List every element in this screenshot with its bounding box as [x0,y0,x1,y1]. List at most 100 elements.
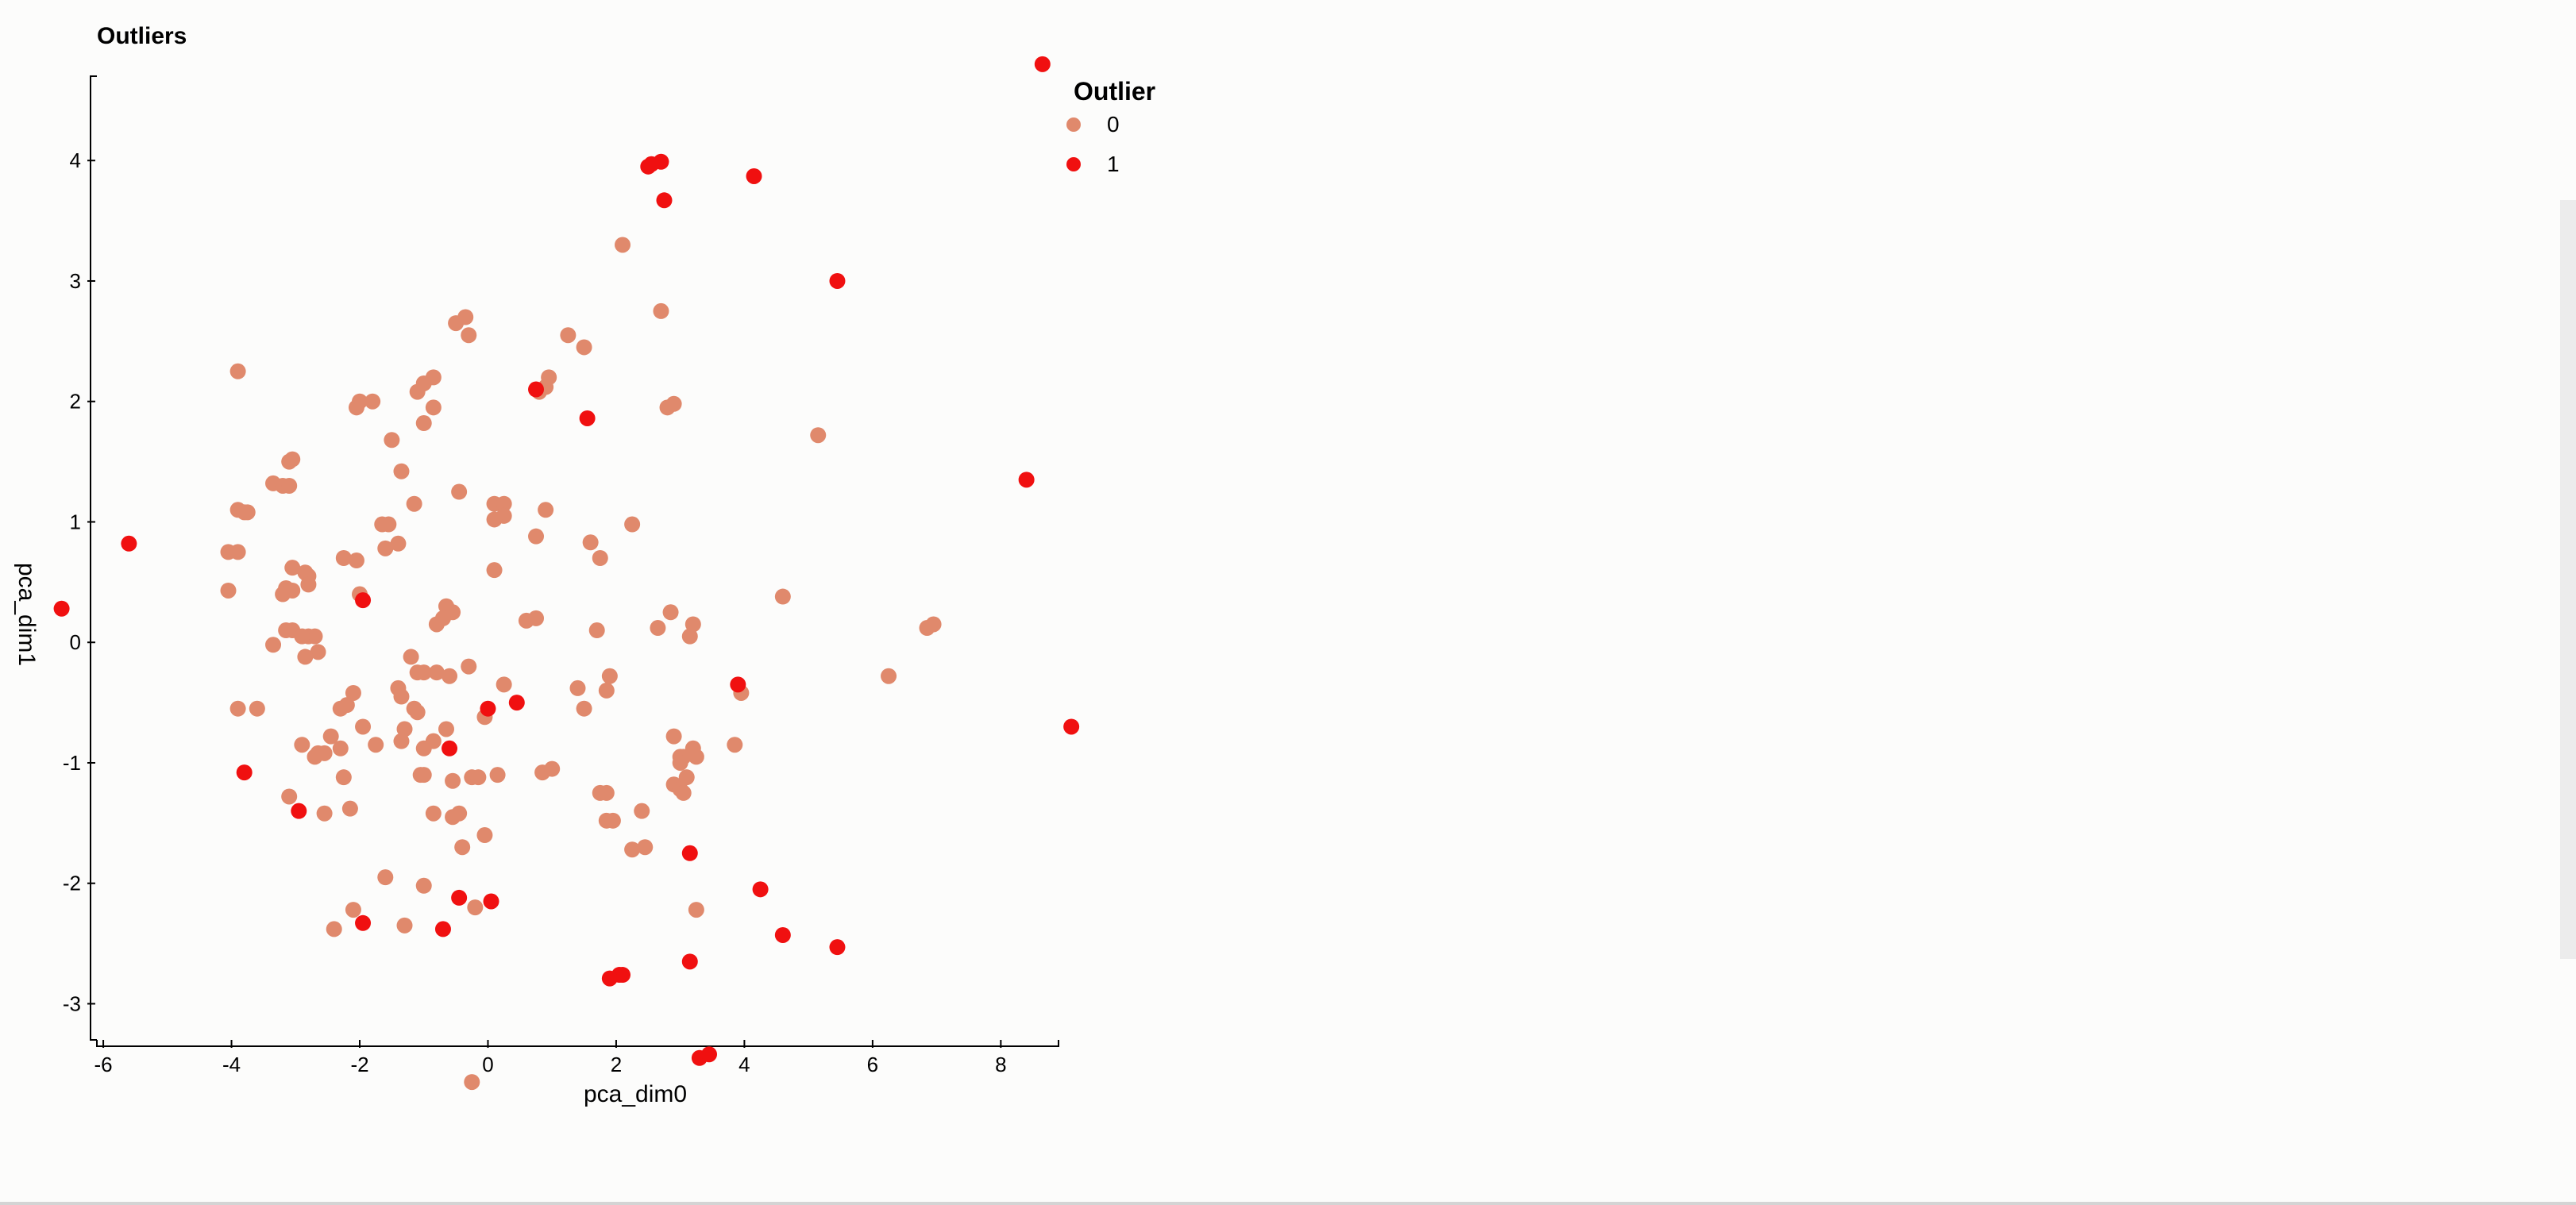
data-point [592,550,608,566]
data-point [281,788,298,805]
data-point [528,528,545,545]
legend-label-1: 1 [1107,152,1120,176]
data-point [451,889,468,906]
data-point [425,733,442,749]
data-point [598,682,615,699]
data-point [396,721,413,737]
data-point [489,767,506,783]
data-point [355,914,372,931]
data-point [480,700,496,717]
x-axis-line [96,1040,1059,1047]
data-point [291,803,307,819]
x-tick-label: -2 [350,1053,368,1076]
data-point [275,586,291,602]
data-point [345,902,361,918]
data-point [615,237,631,253]
data-point [403,649,419,665]
data-point [672,754,688,771]
y-axis-line [90,75,97,1041]
data-point [454,839,471,856]
data-point [307,628,323,645]
data-point [438,721,454,737]
data-point [451,805,468,822]
data-point [538,502,554,518]
data-point [239,504,256,521]
data-point [681,953,698,970]
data-point [390,535,407,552]
legend-swatch-1 [1066,157,1081,171]
data-point [653,153,669,170]
x-tick-label: -6 [94,1053,113,1076]
data-point [355,718,372,735]
data-point [483,893,499,910]
y-tick-label: -3 [63,991,81,1015]
data-point [464,1074,480,1091]
x-tick-label: -4 [222,1053,241,1076]
data-point [634,803,650,819]
chart-title: Outliers [97,23,187,49]
y-tick-label: -2 [63,872,81,895]
data-point [624,841,641,858]
data-point [297,649,314,665]
data-point [409,704,426,721]
data-point [681,845,698,861]
scrollbar-track[interactable] [2560,200,2576,959]
y-tick-label: 1 [70,510,81,533]
data-point [656,192,673,209]
data-point [229,363,246,379]
data-point [310,644,326,660]
series-0 [220,237,942,1091]
x-axis-title: pca_dim0 [584,1081,687,1107]
data-point [393,733,410,749]
legend: Outlier 0 1 [1066,77,1155,176]
data-point [544,760,561,777]
data-point [881,668,897,684]
data-point [576,700,592,717]
data-point [601,668,618,684]
data-point [284,560,301,576]
data-point [925,616,942,633]
data-point [681,628,698,645]
data-point [300,576,317,593]
legend-title: Outlier [1074,77,1155,106]
data-point [428,664,445,681]
bottom-divider [0,1202,2576,1205]
data-point [678,769,695,786]
data-point [294,737,310,753]
data-point [496,495,512,512]
data-point [829,272,846,289]
data-point [121,535,137,552]
x-tick-label: 2 [611,1053,622,1076]
data-point [335,769,352,786]
data-point [746,167,762,184]
data-point [774,926,791,943]
data-point [829,939,846,956]
data-point [604,812,621,829]
data-point [461,658,477,675]
data-point [653,302,669,319]
data-point [415,877,432,894]
data-point [598,784,615,801]
data-point [476,827,493,844]
data-point [688,902,704,918]
data-point [425,399,442,416]
y-tick-label: 4 [70,148,81,172]
data-point [415,767,432,783]
data-point [579,410,596,426]
series-1 [53,56,1080,1066]
data-point [229,700,246,717]
data-point [528,381,545,398]
y-tick-label: 0 [70,630,81,654]
data-point [442,668,458,684]
data-point [409,664,426,681]
data-point [265,637,282,653]
data-point [810,427,827,444]
data-point [601,970,618,987]
x-tick-label: 8 [995,1053,1006,1076]
data-point [665,395,682,412]
data-point [53,600,70,617]
legend-swatch-0 [1066,117,1081,132]
data-point [393,463,410,479]
data-point [688,749,704,765]
